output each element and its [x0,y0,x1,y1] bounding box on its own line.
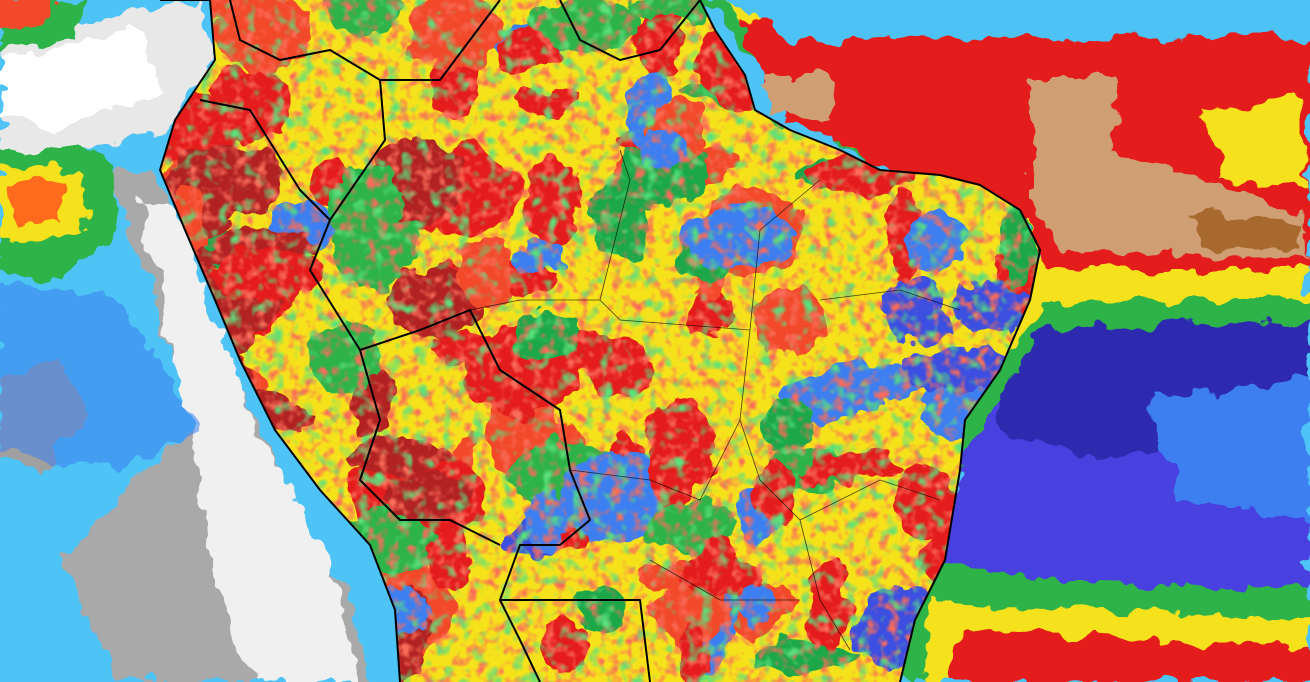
rain-field [10,180,65,225]
right-ocean-fields [700,0,1310,682]
country-border [499,599,541,682]
state-border [819,289,961,311]
state-border [569,419,741,501]
country-border [380,0,501,81]
state-border [599,149,631,301]
state-border [469,179,821,331]
rain-field [0,0,55,30]
coastline [699,0,1041,682]
state-borders [469,149,961,651]
rain-field [950,630,1310,682]
country-border [559,0,701,61]
rain-field [1200,100,1310,190]
cloud-field [140,200,360,682]
rain-field [1150,380,1310,520]
state-border [649,559,800,601]
borders [159,0,1041,682]
rain-field [1030,80,1310,260]
rain-field [760,80,840,120]
state-border [799,479,941,521]
country-border [359,349,501,546]
rain-field [1190,215,1300,250]
coastline [159,0,401,682]
rain-field [0,280,200,470]
state-border [739,329,851,651]
left-ocean-fields [0,0,370,682]
rain-field [720,0,1310,40]
cloud-field [0,30,160,130]
country-border [199,99,331,221]
